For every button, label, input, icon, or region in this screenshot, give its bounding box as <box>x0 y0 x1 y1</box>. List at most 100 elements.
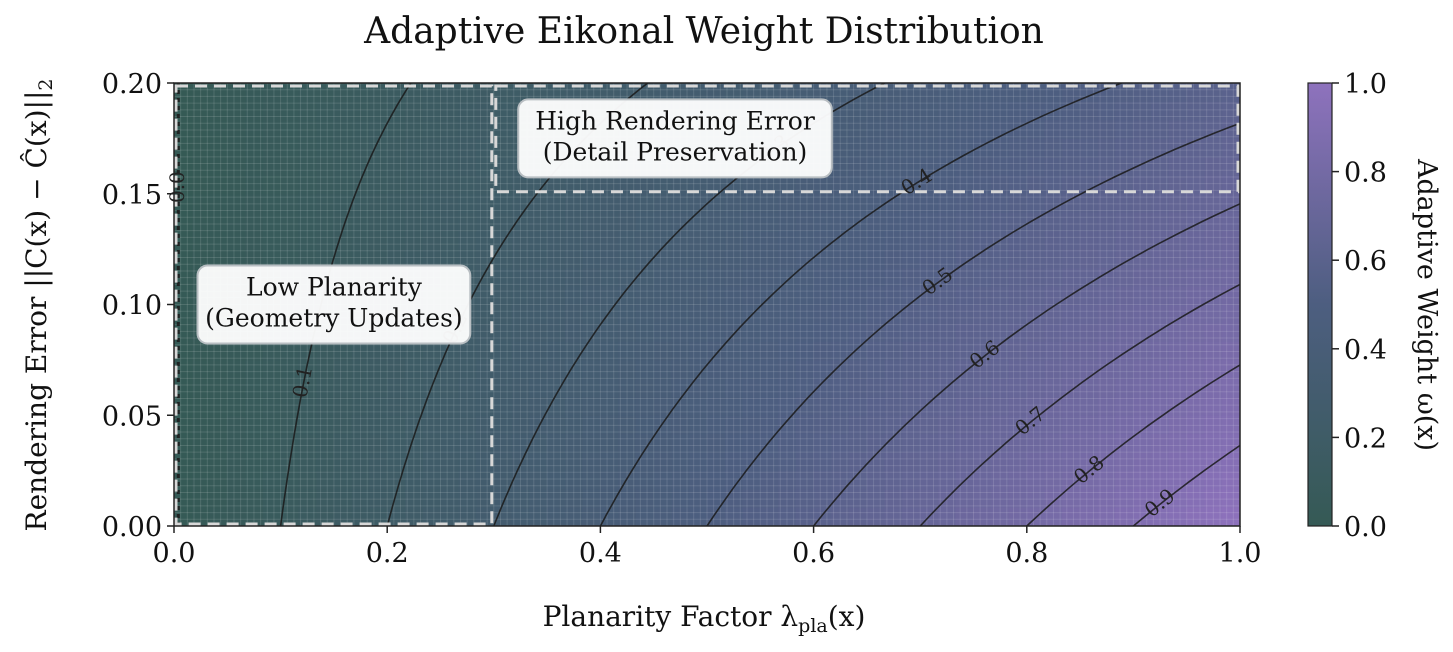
heatmap-cell <box>884 304 904 324</box>
heatmap-cell <box>369 359 388 379</box>
heatmap-cell <box>245 452 264 472</box>
heatmap-cell <box>458 433 477 453</box>
heatmap-cell <box>884 286 904 306</box>
heatmap-cell <box>1204 341 1223 361</box>
annotation-text: High Rendering Error <box>535 106 815 135</box>
heatmap-cell <box>191 156 211 176</box>
heatmap-cell <box>1186 359 1206 379</box>
heatmap-cell <box>333 119 353 139</box>
heatmap-cell <box>760 304 779 324</box>
heatmap-cell <box>1026 193 1046 213</box>
heatmap-cell <box>955 267 975 287</box>
heatmap-cell <box>760 212 779 232</box>
heatmap-cell <box>209 396 228 416</box>
heatmap-cell <box>440 470 459 490</box>
heatmap-cell <box>458 156 477 176</box>
heatmap-cell <box>387 175 406 195</box>
heatmap-cell <box>973 359 992 379</box>
heatmap-cell <box>653 507 673 526</box>
heatmap-cell <box>1062 507 1081 526</box>
heatmap-cell <box>955 433 975 453</box>
heatmap-cell <box>1044 138 1063 158</box>
heatmap-cell <box>937 230 957 250</box>
heatmap-cell <box>1222 304 1240 324</box>
y-tick-label: 0.00 <box>102 512 162 543</box>
heatmap-cell <box>866 341 886 361</box>
heatmap-cell <box>1222 322 1240 343</box>
heatmap-cell <box>1168 433 1188 453</box>
heatmap-cell <box>1026 175 1046 195</box>
heatmap-cell <box>174 83 193 103</box>
colorbar-ticks: 0.0 0.2 0.4 0.6 0.8 1.0 <box>1332 69 1387 543</box>
heatmap-cell <box>174 322 193 343</box>
heatmap-cell <box>937 138 957 158</box>
heatmap-cell <box>1097 267 1117 287</box>
heatmap-cell <box>1097 452 1117 472</box>
heatmap-cell <box>849 322 868 343</box>
heatmap-cell <box>671 341 690 361</box>
heatmap-cell <box>635 304 655 324</box>
heatmap-cell <box>369 83 388 103</box>
heatmap-cell <box>937 83 957 103</box>
heatmap-cell <box>1168 267 1188 287</box>
heatmap-cell <box>884 433 904 453</box>
heatmap-cell <box>1222 396 1240 416</box>
heatmap-cell <box>635 415 655 435</box>
heatmap-cell <box>387 249 406 269</box>
heatmap-cell <box>884 470 904 490</box>
heatmap-cell <box>760 415 779 435</box>
heatmap-cell <box>511 175 530 195</box>
heatmap-cell <box>902 156 921 176</box>
heatmap-cell <box>404 83 424 103</box>
heatmap-cell <box>476 212 495 232</box>
heatmap-cell <box>1168 83 1188 103</box>
heatmap-cell <box>440 119 459 139</box>
heatmap-cell <box>262 378 282 398</box>
heatmap-cell <box>671 359 690 379</box>
heatmap-cell <box>955 230 975 250</box>
heatmap-cell <box>831 341 850 361</box>
heatmap-cell <box>245 249 264 269</box>
heatmap-cell <box>227 101 246 121</box>
heatmap-cell <box>476 322 495 343</box>
heatmap-cell <box>1097 341 1117 361</box>
heatmap-cell <box>404 119 424 139</box>
heatmap-cell <box>369 470 388 490</box>
heatmap-cell <box>884 452 904 472</box>
heatmap-cell <box>298 433 317 453</box>
heatmap-cell <box>884 322 904 343</box>
heatmap-cell <box>227 138 246 158</box>
heatmap-cell <box>653 267 673 287</box>
heatmap-cell <box>547 193 566 213</box>
heatmap-cell <box>351 470 371 490</box>
heatmap-cell <box>1222 267 1240 287</box>
heatmap-cell <box>653 322 673 343</box>
heatmap-cell <box>280 212 299 232</box>
heatmap-cell <box>1009 156 1028 176</box>
contour-line <box>1132 444 1240 526</box>
heatmap-cell <box>1151 138 1170 158</box>
contour-line <box>706 122 1240 526</box>
heatmap-cell <box>991 396 1010 416</box>
heatmap-cell <box>1151 101 1170 121</box>
heatmap-cell <box>387 212 406 232</box>
heatmap-cell <box>920 489 939 509</box>
heatmap-cell <box>1026 304 1046 324</box>
heatmap-cell <box>937 341 957 361</box>
heatmap-cell <box>973 433 992 453</box>
heatmap-cell <box>1097 156 1117 176</box>
heatmap-cell <box>724 175 744 195</box>
heatmap-cell <box>547 286 566 306</box>
heatmap-cell <box>1097 286 1117 306</box>
heatmap-cell <box>902 83 921 103</box>
heatmap-cell <box>618 249 637 269</box>
heatmap-cell <box>1062 175 1081 195</box>
heatmap-cell <box>866 507 886 526</box>
heatmap-cell <box>404 396 424 416</box>
heatmap-cell <box>1097 101 1117 121</box>
heatmap-cell <box>564 212 584 232</box>
annotation-text: Low Planarity <box>246 273 423 302</box>
heatmap-cell <box>440 507 459 526</box>
heatmap-cell <box>1026 452 1046 472</box>
heatmap-cell <box>795 507 815 526</box>
